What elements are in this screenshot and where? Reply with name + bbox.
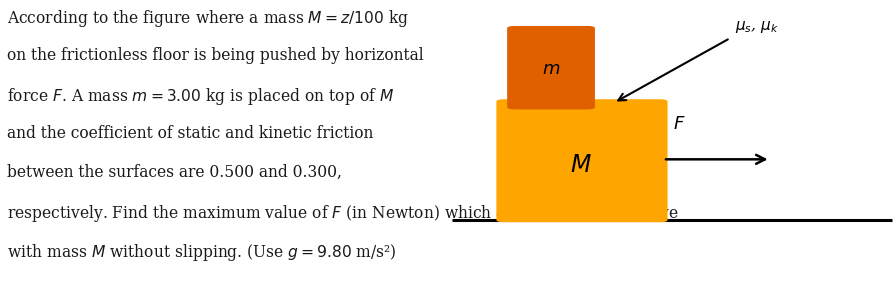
FancyBboxPatch shape — [496, 99, 668, 222]
Text: and the coefficient of static and kinetic friction: and the coefficient of static and kineti… — [7, 125, 374, 142]
Text: $M$: $M$ — [570, 153, 591, 177]
Text: $\mu_s$, $\mu_k$: $\mu_s$, $\mu_k$ — [735, 19, 779, 35]
Text: force $F$. A mass $m = 3.00$ kg is placed on top of $M$: force $F$. A mass $m = 3.00$ kg is place… — [7, 86, 394, 107]
Text: between the surfaces are 0.500 and 0.300,: between the surfaces are 0.500 and 0.300… — [7, 164, 342, 181]
Text: $F$: $F$ — [673, 115, 685, 133]
Text: According to the figure where a mass $M = z/100$ kg: According to the figure where a mass $M … — [7, 8, 409, 29]
FancyBboxPatch shape — [507, 26, 595, 109]
Text: with mass $M$ without slipping. (Use $g = 9.80$ m/s²): with mass $M$ without slipping. (Use $g … — [7, 242, 397, 263]
Text: respectively. Find the maximum value of $F$ (in Newton) which allows mass $m$ to: respectively. Find the maximum value of … — [7, 203, 679, 224]
Text: $m$: $m$ — [542, 60, 560, 78]
Text: on the frictionless floor is being pushed by horizontal: on the frictionless floor is being pushe… — [7, 47, 424, 64]
